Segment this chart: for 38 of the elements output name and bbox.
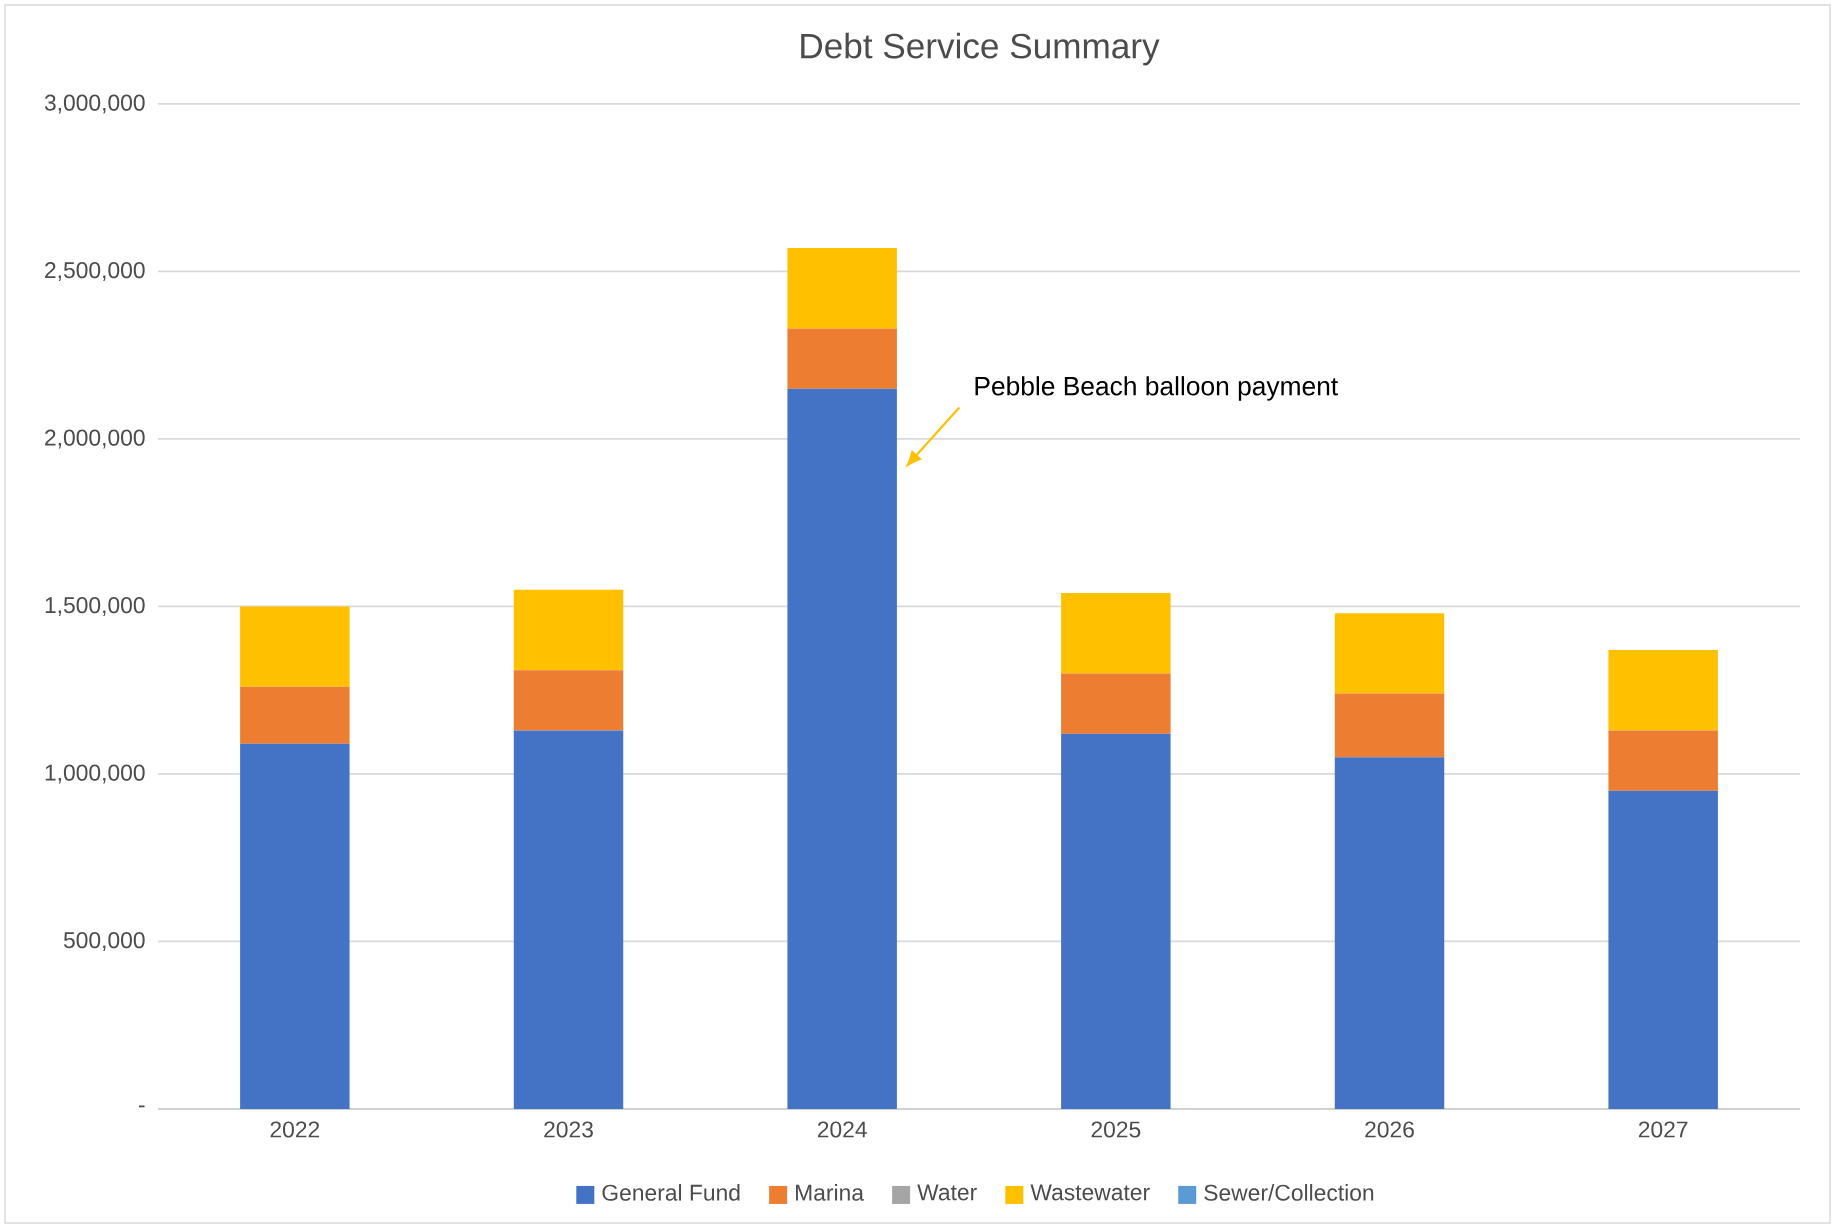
y-tick-label: 500,000 [63, 932, 145, 951]
bar [513, 670, 624, 731]
y-tick-label: 2,500,000 [45, 262, 145, 281]
x-tick-label: 2026 [1365, 1121, 1414, 1138]
bar [787, 248, 897, 329]
x-tick-label: 2025 [1091, 1121, 1141, 1138]
y-tick-label: 2,000,000 [45, 429, 145, 449]
chart-title: Debt Service Summary [801, 32, 1160, 66]
legend-label: Wastewater [1030, 1184, 1150, 1201]
bar [1061, 733, 1171, 1109]
bar [513, 589, 624, 671]
legend-label: Sewer/Collection [1204, 1184, 1374, 1201]
y-tick-label: 1,000,000 [45, 764, 145, 784]
x-tick-label: 2023 [544, 1121, 593, 1138]
y-tick-label: 1,500,000 [45, 597, 145, 616]
bar [1608, 730, 1718, 791]
y-tick-label: 3,000,000 [44, 94, 145, 114]
legend-label: General Fund [602, 1184, 740, 1201]
bar [240, 686, 350, 744]
bar [1608, 650, 1718, 731]
x-tick-label: 2024 [817, 1121, 867, 1138]
x-tick-label: 2027 [1638, 1121, 1688, 1138]
bar [1061, 593, 1171, 674]
bar [513, 730, 624, 1109]
bar [1061, 673, 1171, 734]
y-tick-label: - [138, 1105, 145, 1108]
bar [240, 606, 350, 687]
bar [1608, 790, 1718, 1109]
annotation: Pebble Beach balloon payment [975, 376, 1338, 401]
bar [1334, 613, 1445, 694]
x-tick-label: 2022 [270, 1121, 320, 1138]
bar [240, 743, 350, 1109]
legend-label: Water [917, 1184, 977, 1201]
bar [1334, 693, 1445, 758]
bar [787, 388, 897, 1109]
legend-label: Marina [796, 1184, 864, 1201]
bar [1334, 757, 1445, 1109]
bar [787, 328, 897, 389]
